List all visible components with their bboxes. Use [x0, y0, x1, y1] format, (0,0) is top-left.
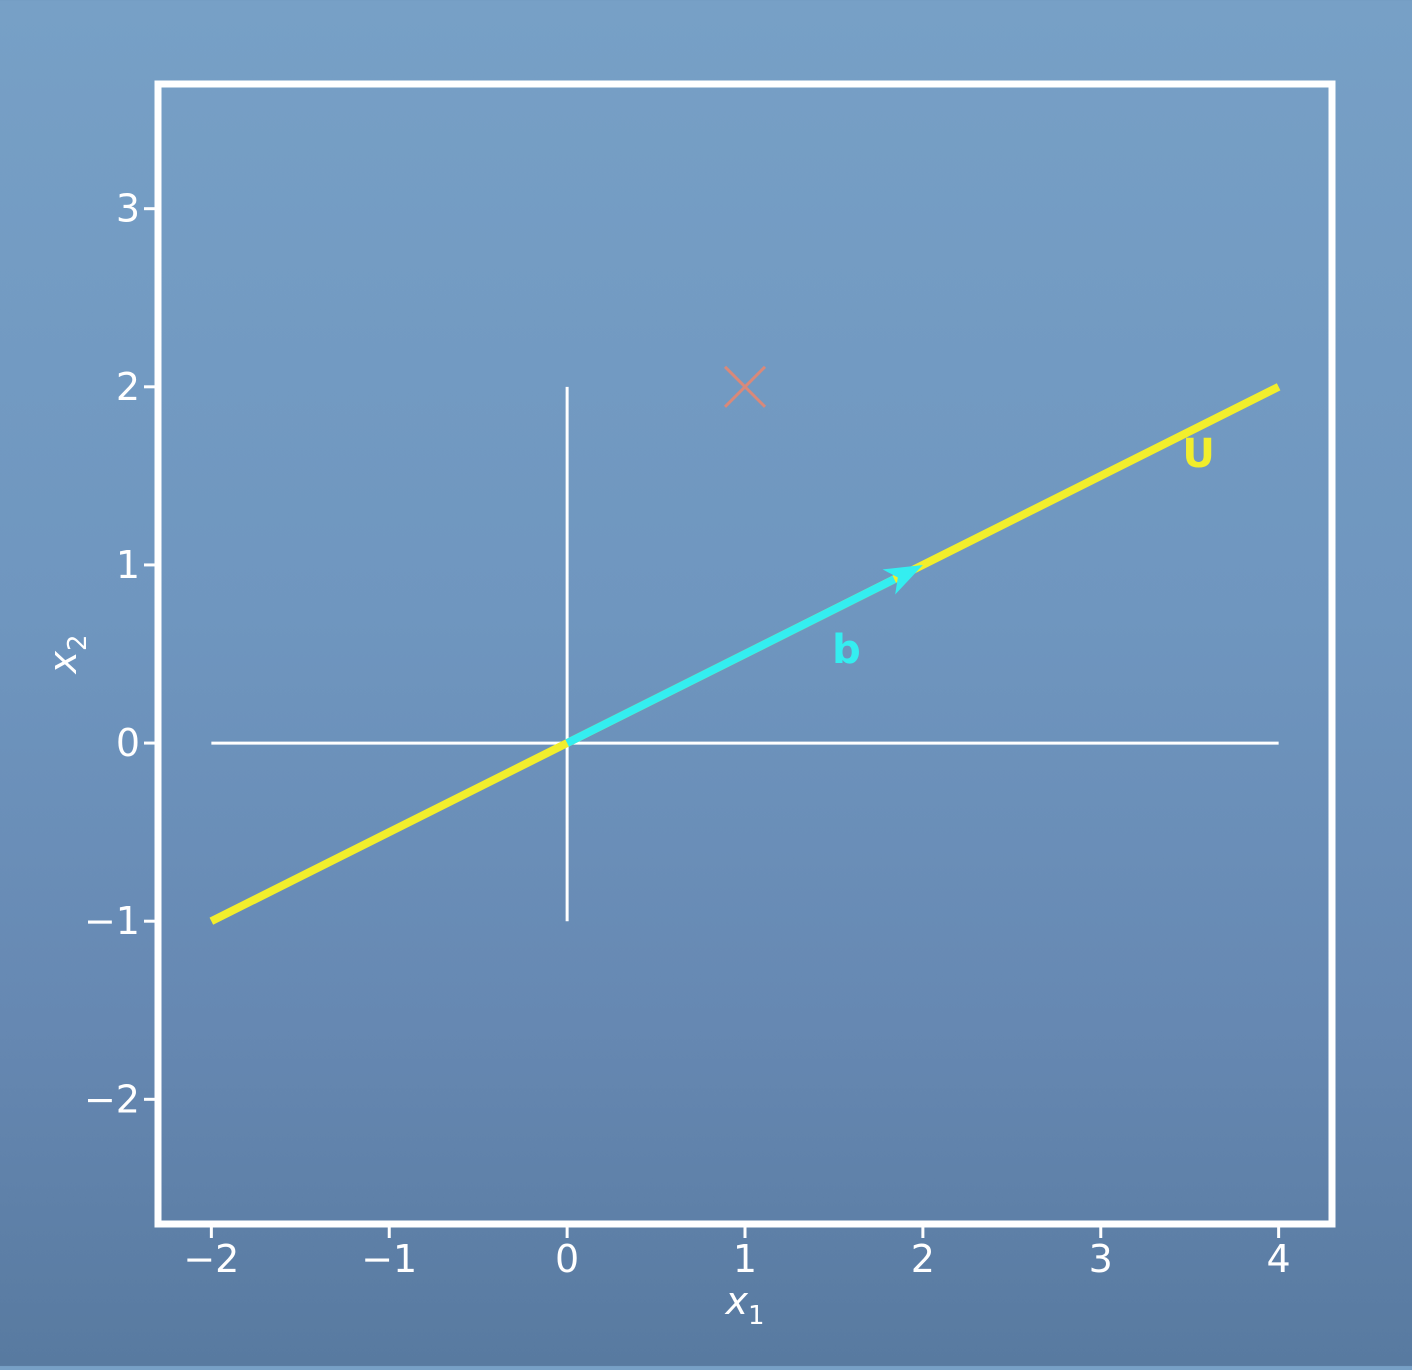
- x-tick-label: −2: [183, 1237, 239, 1281]
- y-tick-label: −1: [84, 899, 140, 943]
- x-tick-label: 3: [1089, 1237, 1113, 1281]
- y-axis-label: x2: [41, 634, 93, 674]
- y-tick-label: 3: [116, 187, 140, 231]
- x-tick-label: 0: [555, 1237, 579, 1281]
- y-tick-label: 0: [116, 721, 140, 765]
- x-tick-label: −1: [361, 1237, 417, 1281]
- x-tick-label: 4: [1267, 1237, 1291, 1281]
- x-axis-label-sub: 1: [748, 1301, 765, 1331]
- vector-b-label: b: [832, 627, 861, 673]
- y-tick-label: 1: [116, 543, 140, 587]
- vector-b-shaft: [565, 575, 897, 747]
- x-axis-ticks: −2 −1 0 1 2 3 4: [183, 1224, 1291, 1281]
- x-axis-label: x1: [724, 1279, 764, 1331]
- x-tick-label: 1: [733, 1237, 757, 1281]
- line-u-label: U: [1182, 431, 1214, 477]
- y-axis-label-main: x: [41, 651, 85, 675]
- x-axis-label-main: x: [724, 1279, 748, 1323]
- marker-x-stroke-2: [723, 365, 767, 408]
- vector-b-arrowhead: [882, 564, 923, 595]
- y-tick-label: 2: [116, 365, 140, 409]
- y-axis-label-sub: 2: [63, 634, 93, 651]
- y-axis-ticks: −2 −1 0 1 2 3: [84, 187, 158, 1121]
- y-tick-label: −2: [84, 1077, 140, 1121]
- point-marker-x: [723, 365, 767, 408]
- x-tick-label: 2: [911, 1237, 935, 1281]
